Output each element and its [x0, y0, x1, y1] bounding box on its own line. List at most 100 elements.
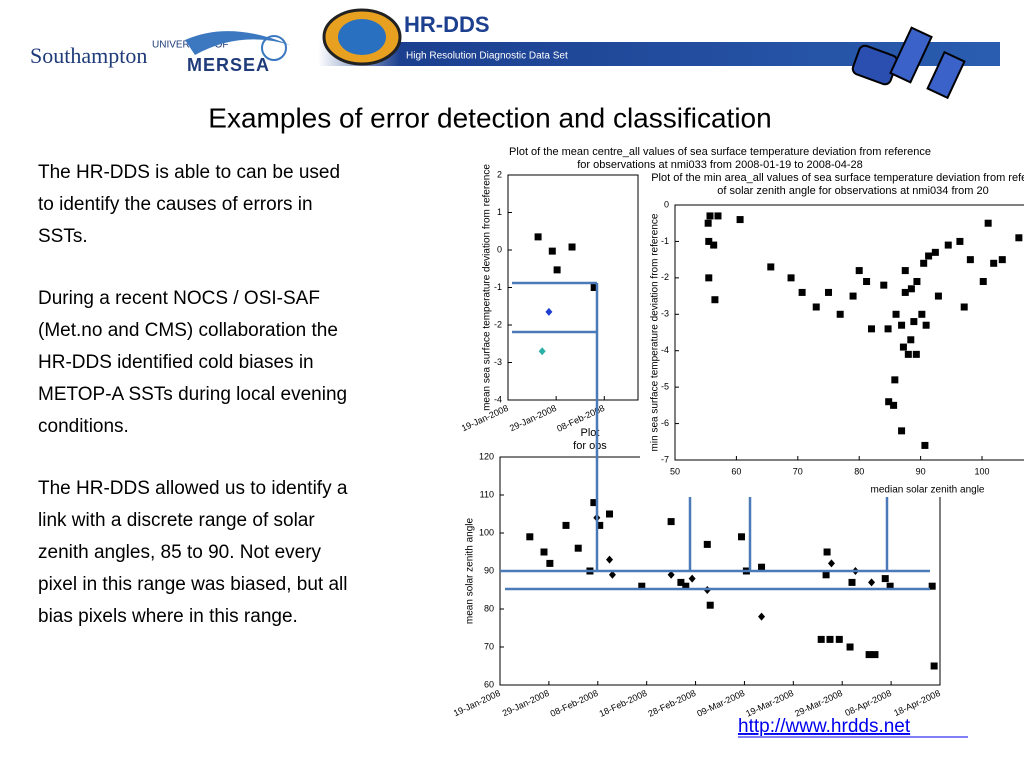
- x-tick-label: 90: [916, 466, 926, 476]
- point: [855, 267, 863, 275]
- mersea-globe: [261, 35, 287, 61]
- point: [548, 247, 556, 255]
- point: [546, 559, 554, 567]
- point: [606, 510, 614, 518]
- point: [714, 212, 722, 220]
- y-axis-label: mean sea surface temperature deviation f…: [482, 164, 493, 411]
- point: [891, 376, 899, 384]
- point: [930, 662, 938, 670]
- y-tick-label: -1: [494, 282, 502, 292]
- point: [758, 563, 766, 571]
- figure: Plot of the min area_all values of sea s…: [640, 170, 1024, 497]
- link[interactable]: http://www.hrdds.net: [738, 716, 911, 737]
- point: [931, 248, 939, 256]
- point: [848, 578, 856, 586]
- point: [901, 288, 909, 296]
- point: [706, 212, 714, 220]
- x-tick-label: 100: [975, 466, 990, 476]
- y-tick-label: -2: [494, 319, 502, 329]
- point: [922, 321, 930, 329]
- point: [863, 278, 871, 285]
- point: [758, 612, 766, 621]
- y-tick-label: -3: [661, 309, 669, 319]
- paragraph-line: METOP-A SSTs during local evening: [38, 384, 347, 405]
- x-tick-label: 29-Jan-2008: [508, 403, 558, 433]
- point: [960, 303, 968, 311]
- paragraph-line: conditions.: [38, 416, 129, 437]
- point: [956, 237, 964, 245]
- figure-title: Plot of the mean centre_all values of se…: [509, 146, 931, 158]
- satellite-icon: [851, 26, 966, 100]
- y-tick-label: -4: [494, 394, 502, 404]
- point: [907, 285, 915, 293]
- point: [703, 540, 711, 548]
- point: [767, 263, 775, 271]
- paragraph-line: zenith angles, 85 to 90. Not every: [38, 542, 322, 563]
- point: [682, 582, 690, 590]
- x-tick-label: 08-Feb-2008: [549, 688, 600, 719]
- point: [606, 555, 614, 564]
- paragraph-line: bias pixels where in this range.: [38, 606, 298, 627]
- annotation-lines: [500, 281, 930, 591]
- point: [913, 278, 921, 285]
- point: [865, 651, 873, 659]
- x-tick-label: 09-Mar-2008: [695, 688, 746, 719]
- point: [704, 219, 712, 227]
- x-tick-label: 29-Mar-2008: [793, 688, 844, 719]
- point: [706, 601, 714, 609]
- globe-sea: [338, 19, 386, 55]
- slide-title: Examples of error detection and classifi…: [208, 102, 771, 133]
- point: [545, 307, 553, 316]
- point: [928, 582, 936, 590]
- point: [667, 518, 675, 526]
- x-tick-label: 29-Jan-2008: [501, 688, 551, 718]
- y-tick-label: 70: [484, 641, 494, 651]
- point: [836, 310, 844, 318]
- x-tick-label: 19-Jan-2008: [452, 688, 502, 718]
- figure-title: Plot of the min area_all values of sea s…: [651, 172, 1024, 184]
- point: [881, 575, 889, 583]
- point: [886, 582, 894, 590]
- point: [817, 635, 825, 643]
- point: [590, 284, 598, 291]
- point: [638, 582, 646, 590]
- point: [984, 219, 992, 227]
- y-axis-label: mean solar zenith angle: [465, 517, 476, 624]
- point: [798, 288, 806, 296]
- x-tick-label: 19-Mar-2008: [744, 688, 795, 719]
- point: [705, 237, 713, 245]
- figure-title: of solar zenith angle for observations a…: [717, 185, 988, 197]
- point: [920, 259, 928, 267]
- point: [901, 267, 909, 275]
- point: [966, 256, 974, 264]
- point: [596, 521, 604, 529]
- paragraph-line: to identify the causes of errors in: [38, 194, 313, 215]
- point: [812, 303, 820, 311]
- point: [885, 398, 893, 406]
- figure-title: for obs: [573, 440, 607, 452]
- point: [880, 281, 888, 289]
- paragraph-line: HR-DDS identified cold biases in: [38, 352, 314, 373]
- point: [921, 441, 929, 449]
- y-tick-label: -1: [661, 236, 669, 246]
- y-tick-label: -4: [661, 345, 669, 355]
- paragraph-line: (Met.no and CMS) collaboration the: [38, 320, 338, 341]
- y-axis-label: min sea surface temperature deviation fr…: [650, 213, 661, 451]
- point: [562, 521, 570, 529]
- point: [711, 296, 719, 304]
- x-tick-label: 28-Feb-2008: [646, 688, 697, 719]
- point: [688, 574, 696, 583]
- y-tick-label: -6: [661, 418, 669, 428]
- point: [904, 350, 912, 358]
- figure-title: Plot: [581, 427, 600, 439]
- mersea-name: MERSEA: [187, 55, 270, 75]
- y-tick-label: 110: [480, 489, 494, 499]
- point: [526, 533, 534, 541]
- point: [907, 336, 915, 344]
- point: [538, 347, 546, 356]
- point: [846, 643, 854, 651]
- y-tick-label: 80: [484, 603, 494, 613]
- point: [825, 288, 833, 296]
- point: [884, 325, 892, 333]
- point: [835, 635, 843, 643]
